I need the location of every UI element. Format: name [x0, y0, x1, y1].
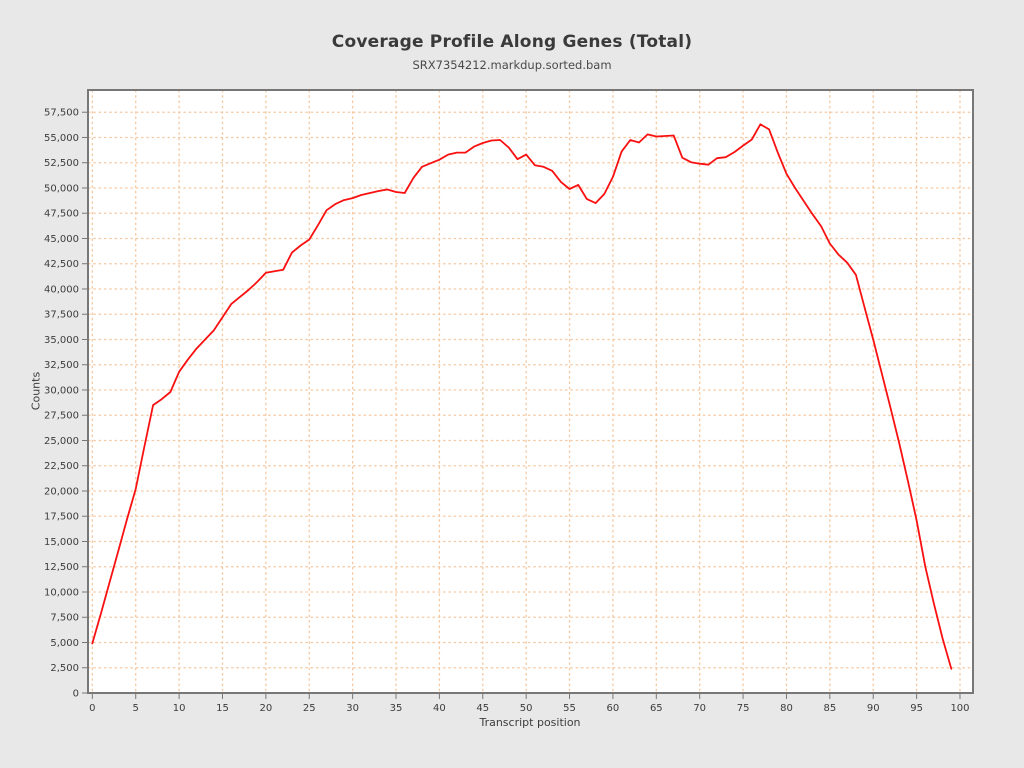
y-tick-label: 57,500 — [44, 108, 79, 119]
x-axis-label: Transcript position — [479, 716, 581, 729]
y-tick-label: 37,500 — [44, 310, 79, 321]
y-tick-label: 7,500 — [50, 613, 79, 624]
x-tick-label: 75 — [737, 703, 750, 714]
x-tick-label: 50 — [520, 703, 533, 714]
y-tick-label: 32,500 — [44, 360, 79, 371]
x-tick-label: 90 — [867, 703, 880, 714]
y-tick-label: 15,000 — [44, 537, 79, 548]
y-tick-label: 10,000 — [44, 587, 79, 598]
x-tick-label: 0 — [89, 703, 95, 714]
y-tick-label: 45,000 — [44, 234, 79, 245]
y-tick-label: 30,000 — [44, 385, 79, 396]
x-tick-label: 45 — [476, 703, 489, 714]
y-tick-label: 40,000 — [44, 284, 79, 295]
x-tick-label: 35 — [390, 703, 403, 714]
x-tick-label: 100 — [950, 703, 969, 714]
y-tick-label: 0 — [73, 689, 79, 700]
y-tick-label: 52,500 — [44, 158, 79, 169]
y-tick-label: 5,000 — [50, 638, 79, 649]
y-tick-label: 47,500 — [44, 209, 79, 220]
y-tick-label: 35,000 — [44, 335, 79, 346]
chart-title: Coverage Profile Along Genes (Total) — [331, 32, 693, 52]
x-tick-label: 80 — [780, 703, 793, 714]
y-tick-label: 50,000 — [44, 183, 79, 194]
y-tick-label: 17,500 — [44, 512, 79, 523]
x-tick-label: 95 — [910, 703, 923, 714]
x-tick-label: 10 — [173, 703, 186, 714]
x-tick-label: 70 — [693, 703, 706, 714]
x-tick-label: 30 — [346, 703, 359, 714]
x-tick-label: 25 — [303, 703, 316, 714]
y-tick-label: 20,000 — [44, 486, 79, 497]
y-tick-label: 12,500 — [44, 562, 79, 573]
y-tick-label: 25,000 — [44, 436, 79, 447]
coverage-line — [91, 123, 953, 670]
plot-area — [88, 90, 973, 693]
x-tick-label: 60 — [607, 703, 620, 714]
x-tick-label: 20 — [260, 703, 273, 714]
chart-subtitle: SRX7354212.markdup.sorted.bam — [412, 58, 612, 72]
x-tick-label: 85 — [823, 703, 836, 714]
y-tick-label: 22,500 — [44, 461, 79, 472]
y-tick-label: 27,500 — [44, 411, 79, 422]
x-tick-label: 55 — [563, 703, 576, 714]
x-tick-label: 5 — [133, 703, 139, 714]
axis-ticks — [82, 111, 961, 699]
x-tick-label: 40 — [433, 703, 446, 714]
axis-tick-labels: 0 2,500 5,000 7,500 10,000 12,500 15,000 17,500… — [44, 108, 970, 714]
y-tick-label: 55,000 — [44, 133, 79, 144]
x-tick-label: 15 — [216, 703, 229, 714]
plot-border — [87, 89, 974, 694]
y-tick-label: 42,500 — [44, 259, 79, 270]
x-tick-label: 65 — [650, 703, 663, 714]
y-tick-label: 2,500 — [50, 663, 79, 674]
